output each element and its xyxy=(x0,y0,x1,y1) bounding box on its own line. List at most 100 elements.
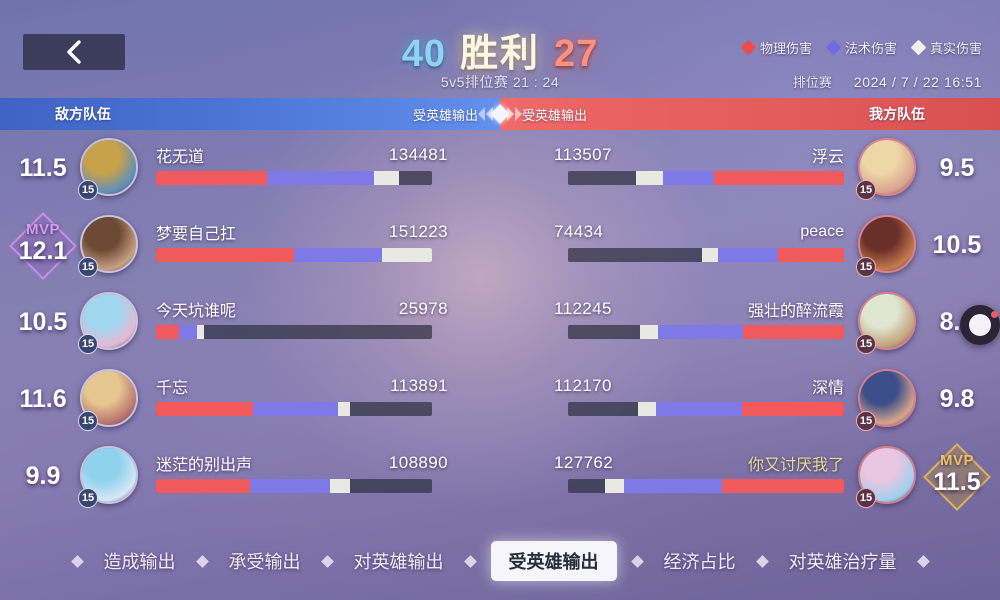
damage-segment-physical xyxy=(741,401,844,416)
ally-metric-label: 受英雄输出 xyxy=(522,107,588,123)
player-avatar[interactable]: 15 xyxy=(78,291,142,354)
damage-segment-true xyxy=(382,247,432,262)
hero-avatar-shenqing xyxy=(858,368,916,427)
player-level-badge: 15 xyxy=(78,333,98,354)
tab-4[interactable]: 经济占比 xyxy=(663,552,736,572)
player-name: 梦要自己扛 xyxy=(156,225,237,243)
player-avatar[interactable]: 15 xyxy=(78,368,142,431)
player-damage-value: 112170 xyxy=(554,375,612,395)
ally-player-entry[interactable]: 浮云 113507 15 9.5 xyxy=(500,130,1000,207)
damage-segment-true xyxy=(330,478,350,493)
player-kda-score: 9.9 xyxy=(25,462,61,490)
player-name: peace xyxy=(800,222,844,240)
damage-bar-block: 浮云 113507 xyxy=(554,138,844,200)
player-name: 强壮的醉流霞 xyxy=(747,302,844,320)
tab-3-active[interactable]: 受英雄输出 xyxy=(490,541,617,581)
true-damage-icon xyxy=(910,39,927,56)
legend-label-physical: 物理伤害 xyxy=(759,41,812,56)
tab-separator-diamond-icon xyxy=(463,554,477,568)
tab-0[interactable]: 造成输出 xyxy=(103,552,176,572)
damage-segment-magic xyxy=(178,324,197,339)
player-name: 浮云 xyxy=(811,148,844,166)
player-damage-value: 25978 xyxy=(398,298,448,318)
player-level-badge: 15 xyxy=(856,410,876,431)
damage-segment-true xyxy=(640,324,658,339)
player-level-badge: 15 xyxy=(856,487,876,508)
damage-bar-track xyxy=(568,324,844,339)
damage-bar-track xyxy=(156,247,432,262)
damage-segment-physical xyxy=(156,478,251,493)
damage-segment-magic xyxy=(718,247,779,262)
player-avatar[interactable]: 15 xyxy=(856,445,920,508)
player-avatar[interactable]: 15 xyxy=(78,445,142,508)
tab-5[interactable]: 对英雄治疗量 xyxy=(788,552,897,572)
player-avatar[interactable]: 15 xyxy=(856,214,920,277)
player-avatar[interactable]: 15 xyxy=(78,137,142,200)
enemy-player-entry[interactable]: 11.6 15 千忘 113891 xyxy=(0,361,500,438)
player-avatar[interactable]: 15 xyxy=(78,214,142,277)
damage-segment-true xyxy=(337,401,350,416)
damage-segment-magic xyxy=(250,478,331,493)
damage-segment-magic xyxy=(266,170,375,185)
tab-2[interactable]: 对英雄输出 xyxy=(353,552,444,572)
damage-bar-track xyxy=(156,401,432,416)
ally-player-entry[interactable]: 深情 112170 15 9.8 xyxy=(500,361,1000,438)
player-avatar[interactable]: 15 xyxy=(856,291,920,354)
back-button[interactable] xyxy=(23,34,125,70)
table-row: MVP 12.1 15 梦要自己扛 151223 peace 74434 15 10.5 xyxy=(0,207,1000,284)
player-kda-score: 9.5 xyxy=(939,154,975,182)
player-damage-value: 108890 xyxy=(388,452,448,472)
player-name: 深情 xyxy=(811,379,844,397)
player-avatar[interactable]: 15 xyxy=(856,137,920,200)
metric-tab-bar: 造成输出 承受输出 对英雄输出 受英雄输出 经济占比 对英雄治疗量 xyxy=(0,522,1000,600)
player-name: 千忘 xyxy=(156,379,189,397)
mvp-kda-value: 11.5 xyxy=(933,467,981,496)
table-row: 9.9 15 迷茫的别出声 108890 你又讨厌我了 127762 15 MVP 11.5 xyxy=(0,438,1000,515)
score-block: 40 胜利 27 5v5排位赛 21 : 24 xyxy=(330,22,670,92)
legend-item-physical: 物理伤害 xyxy=(740,38,812,57)
enemy-player-entry[interactable]: 10.5 15 今天坑谁呢 25978 xyxy=(0,284,500,361)
match-meta: 排位赛 2024 / 7 / 22 16:51 xyxy=(793,72,982,91)
chevron-left-icon xyxy=(65,39,83,65)
enemy-team-strip: 敌方队伍 受英雄输出 xyxy=(0,98,500,130)
player-level-badge: 15 xyxy=(856,179,876,200)
damage-bar-track xyxy=(568,478,844,493)
mvp-badge: MVP 11.5 xyxy=(923,442,991,511)
damage-segment-physical xyxy=(156,401,253,416)
enemy-player-entry[interactable]: MVP 12.1 15 梦要自己扛 151223 xyxy=(0,207,500,284)
ally-player-entry[interactable]: 你又讨厌我了 127762 15 MVP 11.5 xyxy=(500,438,1000,515)
mvp-kda-value: 12.1 xyxy=(18,236,68,265)
player-name: 你又讨厌我了 xyxy=(747,456,844,474)
enemy-player-entry[interactable]: 11.5 15 花无道 134481 xyxy=(0,130,500,207)
tab-separator-diamond-icon xyxy=(70,554,84,568)
damage-segment-magic xyxy=(655,401,742,416)
damage-bar-block: 深情 112170 xyxy=(554,369,844,431)
damage-bar-track xyxy=(568,247,844,262)
player-level-badge: 15 xyxy=(78,179,98,200)
tab-1[interactable]: 承受输出 xyxy=(228,552,301,572)
damage-bar-block: 千忘 113891 xyxy=(156,369,448,431)
ally-player-entry[interactable]: 强壮的醉流霞 112245 15 8.4 xyxy=(500,284,1000,361)
player-damage-value: 113891 xyxy=(390,375,448,395)
damage-segment-true xyxy=(196,324,204,339)
legend-item-magic: 法术伤害 xyxy=(825,38,897,57)
damage-bar-track xyxy=(156,170,432,185)
damage-bar-block: 梦要自己扛 151223 xyxy=(156,215,448,277)
enemy-metric-label: 受英雄输出 xyxy=(412,107,478,123)
damage-segment-magic xyxy=(662,170,715,185)
ally-player-entry[interactable]: peace 74434 15 10.5 xyxy=(500,207,1000,284)
damage-segment-physical xyxy=(156,324,179,339)
ally-team-label: 我方队伍 xyxy=(869,106,925,122)
damage-segment-true xyxy=(702,247,719,262)
player-damage-value: 134481 xyxy=(388,144,448,164)
tab-separator-diamond-icon xyxy=(630,554,644,568)
mvp-label: MVP xyxy=(25,220,60,238)
assistant-ball[interactable] xyxy=(960,305,1000,345)
enemy-player-entry[interactable]: 9.9 15 迷茫的别出声 108890 xyxy=(0,438,500,515)
player-avatar[interactable]: 15 xyxy=(856,368,920,431)
damage-segment-physical xyxy=(742,324,844,339)
mvp-label: MVP xyxy=(939,451,974,469)
damage-bar-block: 你又讨厌我了 127762 xyxy=(554,446,844,508)
score-left: 40 xyxy=(401,33,446,75)
